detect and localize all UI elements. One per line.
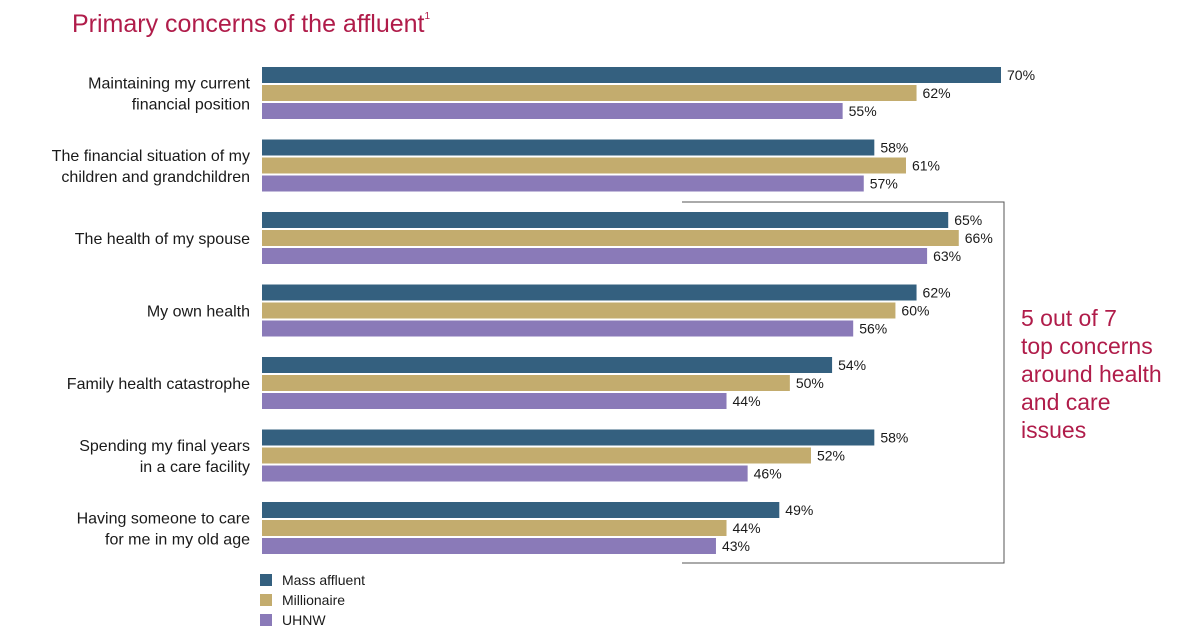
data-label: 70% <box>1007 67 1035 83</box>
bar <box>262 212 949 228</box>
data-label: 44% <box>733 520 761 536</box>
legend-item: Millionaire <box>260 590 365 610</box>
bar <box>262 175 864 192</box>
bar <box>262 302 896 319</box>
bar <box>262 67 1001 83</box>
category-label: The health of my spouse <box>75 231 250 248</box>
bar <box>262 375 790 391</box>
legend-swatch <box>260 594 272 606</box>
legend-item: UHNW <box>260 610 365 630</box>
bar <box>262 85 917 101</box>
data-label: 58% <box>880 140 908 156</box>
legend-label: UHNW <box>282 612 326 628</box>
bar <box>262 465 748 482</box>
bar <box>262 320 854 337</box>
data-label: 54% <box>838 357 866 373</box>
category-label: Maintaining my current financial position <box>88 76 250 114</box>
data-label: 44% <box>733 393 761 409</box>
data-label: 49% <box>785 502 813 518</box>
data-label: 55% <box>849 103 877 119</box>
data-label: 62% <box>923 285 951 301</box>
category-label: The financial situation of my children an… <box>52 148 250 186</box>
bar <box>262 502 780 518</box>
category-label: Having someone to care for me in my old a… <box>77 511 251 549</box>
bar <box>262 520 727 536</box>
legend-item: Mass affluent <box>260 570 365 590</box>
data-label: 43% <box>722 538 750 554</box>
data-label: 52% <box>817 448 845 464</box>
bar <box>262 393 727 409</box>
bar <box>262 139 875 156</box>
data-label: 57% <box>870 176 898 192</box>
bar <box>262 447 811 464</box>
data-label: 61% <box>912 158 940 174</box>
category-label: Spending my final years in a care facilit… <box>79 438 250 476</box>
bar <box>262 538 716 554</box>
data-label: 62% <box>923 85 951 101</box>
legend-label: Millionaire <box>282 592 346 608</box>
data-label: 63% <box>933 248 961 264</box>
title-footnote: 1 <box>424 10 431 22</box>
data-label: 65% <box>954 212 982 228</box>
data-label: 66% <box>965 230 993 246</box>
bar <box>262 230 959 246</box>
legend-label: Mass affluent <box>282 572 366 588</box>
callout-line: around health <box>1021 361 1162 387</box>
callout-line: 5 out of 7 <box>1021 305 1117 331</box>
highlight-bracket <box>682 201 1005 564</box>
bar <box>262 157 906 174</box>
callout-line: issues <box>1021 417 1087 443</box>
data-label: 56% <box>859 321 887 337</box>
legend: Mass affluent Millionaire UHNW <box>260 570 365 630</box>
data-label: 58% <box>880 430 908 446</box>
data-label: 60% <box>901 303 929 319</box>
callout-line: and care <box>1021 389 1111 415</box>
data-label: 46% <box>754 466 782 482</box>
bar <box>262 429 875 446</box>
category-label: My own health <box>147 304 250 321</box>
bar <box>262 248 928 264</box>
callout-line: top concerns <box>1021 333 1153 359</box>
legend-swatch <box>260 574 272 586</box>
data-label: 50% <box>796 375 824 391</box>
bar <box>262 357 833 373</box>
chart-title: Primary concerns of the affluent1 <box>72 10 431 38</box>
bar <box>262 284 917 301</box>
legend-swatch <box>260 614 272 626</box>
callout-text: 5 out of 7 top concerns around health and c… <box>1021 304 1191 444</box>
bar <box>262 103 843 119</box>
category-label: Family health catastrophe <box>67 376 250 393</box>
